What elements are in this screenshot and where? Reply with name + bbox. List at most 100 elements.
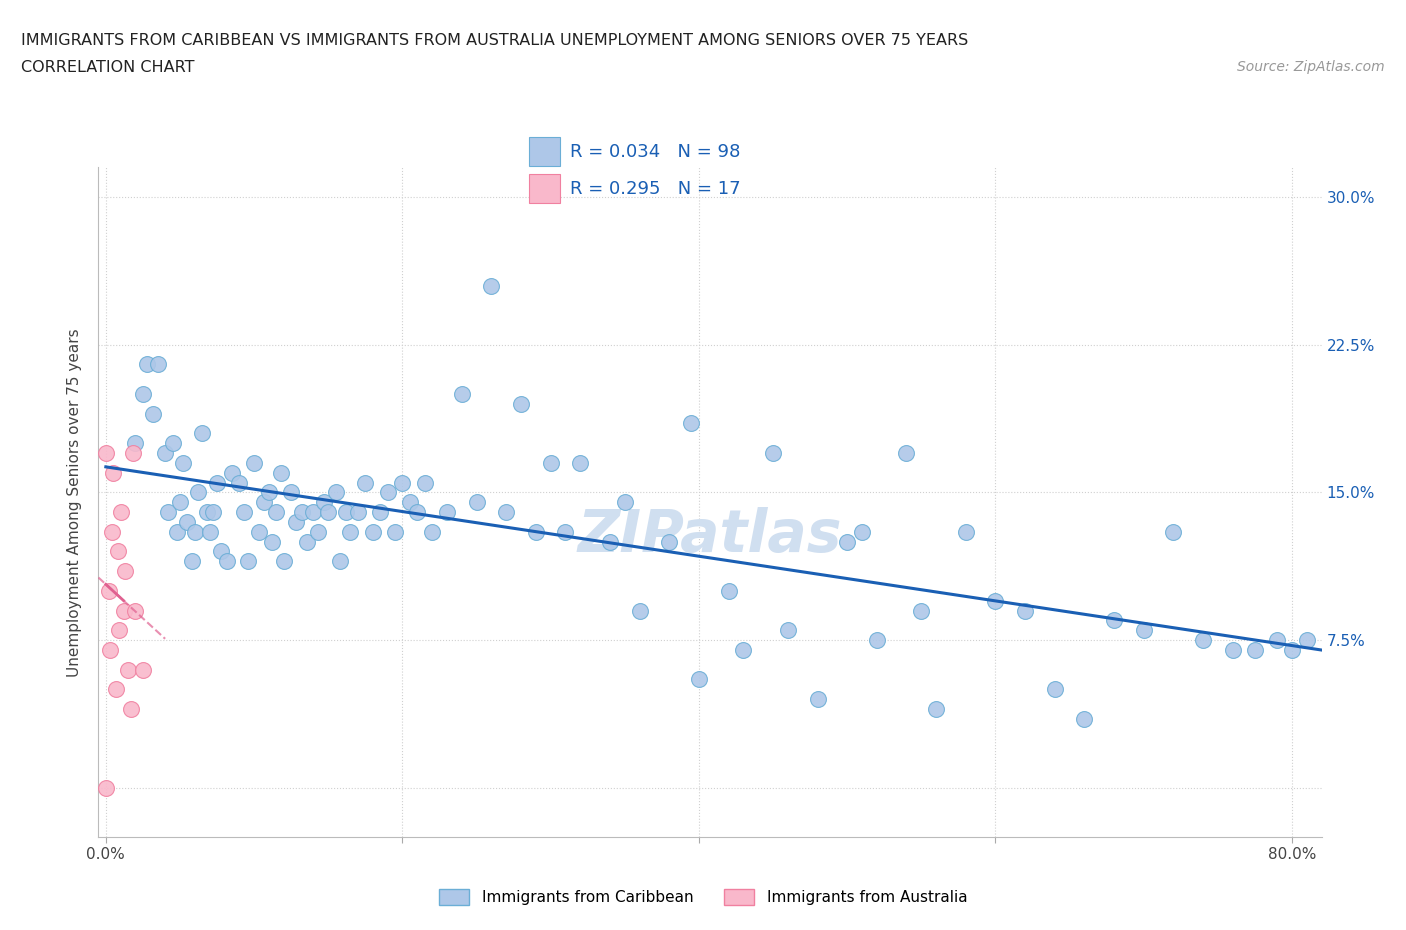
Point (217, 554, 239, 569)
Point (103, 465, 125, 480)
Point (112, 603, 135, 618)
Point (554, 525, 576, 539)
Point (524, 525, 547, 539)
Point (94, 780, 117, 795)
Bar (530, 175, 561, 203)
Point (1102, 613, 1125, 628)
Point (450, 387, 472, 402)
Point (136, 357, 159, 372)
Point (465, 495, 488, 510)
Point (717, 583, 740, 598)
Point (107, 544, 129, 559)
Text: IMMIGRANTS FROM CARIBBEAN VS IMMIGRANTS FROM AUSTRALIA UNEMPLOYMENT AMONG SENIOR: IMMIGRANTS FROM CARIBBEAN VS IMMIGRANTS … (21, 33, 969, 47)
Point (599, 534, 621, 549)
Point (98, 643, 121, 658)
Point (238, 554, 260, 569)
Point (114, 564, 136, 578)
Point (270, 465, 292, 480)
Point (132, 662, 155, 677)
Point (540, 456, 562, 471)
Point (866, 632, 889, 647)
Point (413, 475, 436, 490)
Point (762, 445, 785, 460)
Point (201, 505, 224, 520)
Point (172, 456, 194, 471)
Legend: Immigrants from Caribbean, Immigrants from Australia: Immigrants from Caribbean, Immigrants fr… (432, 882, 974, 913)
Point (232, 505, 254, 520)
Point (180, 554, 202, 569)
Point (1222, 643, 1244, 658)
Point (169, 495, 191, 510)
Point (260, 534, 283, 549)
Point (1043, 682, 1066, 697)
Point (1265, 632, 1288, 647)
Point (94, 445, 117, 460)
Point (398, 495, 420, 510)
Point (628, 603, 651, 618)
Point (1192, 632, 1215, 647)
Point (121, 445, 143, 460)
Point (658, 534, 681, 549)
Point (510, 396, 533, 411)
Point (146, 357, 169, 372)
Point (569, 456, 592, 471)
Point (253, 495, 276, 510)
Point (925, 701, 948, 716)
Point (955, 525, 977, 539)
Point (97, 583, 120, 598)
Point (247, 525, 270, 539)
Point (613, 495, 636, 510)
Point (837, 534, 859, 549)
Point (184, 525, 207, 539)
Point (132, 387, 155, 402)
Point (195, 505, 218, 520)
Point (284, 514, 307, 529)
Point (312, 495, 335, 510)
Point (228, 475, 250, 490)
Point (110, 505, 132, 520)
Point (187, 485, 209, 499)
Text: R = 0.295   N = 17: R = 0.295 N = 17 (569, 179, 741, 198)
Point (157, 505, 180, 520)
Point (896, 445, 918, 460)
Point (290, 505, 312, 520)
Point (910, 603, 932, 618)
Point (377, 485, 399, 499)
Point (681, 416, 703, 431)
Point (166, 525, 188, 539)
Point (1281, 643, 1303, 658)
Point (100, 525, 122, 539)
Point (153, 445, 176, 460)
Point (391, 475, 413, 490)
Point (108, 623, 131, 638)
Point (420, 525, 443, 539)
Point (1132, 623, 1154, 638)
Point (257, 485, 280, 499)
Point (221, 465, 243, 480)
Point (406, 505, 429, 520)
Point (211, 544, 233, 559)
Point (316, 505, 339, 520)
Point (325, 485, 347, 499)
Point (243, 456, 266, 471)
Point (120, 701, 142, 716)
Point (354, 475, 377, 490)
Point (198, 525, 221, 539)
Point (361, 525, 384, 539)
Point (176, 514, 198, 529)
Point (191, 426, 214, 441)
Point (273, 554, 295, 569)
Point (280, 485, 302, 499)
Point (1163, 525, 1185, 539)
Bar (530, 138, 561, 166)
Point (984, 593, 1007, 608)
Point (297, 534, 319, 549)
Text: Source: ZipAtlas.com: Source: ZipAtlas.com (1237, 60, 1385, 74)
Point (339, 525, 361, 539)
Point (688, 672, 710, 687)
Point (124, 603, 146, 618)
Point (806, 692, 828, 707)
Point (368, 505, 391, 520)
Point (1014, 603, 1036, 618)
Point (733, 643, 755, 658)
